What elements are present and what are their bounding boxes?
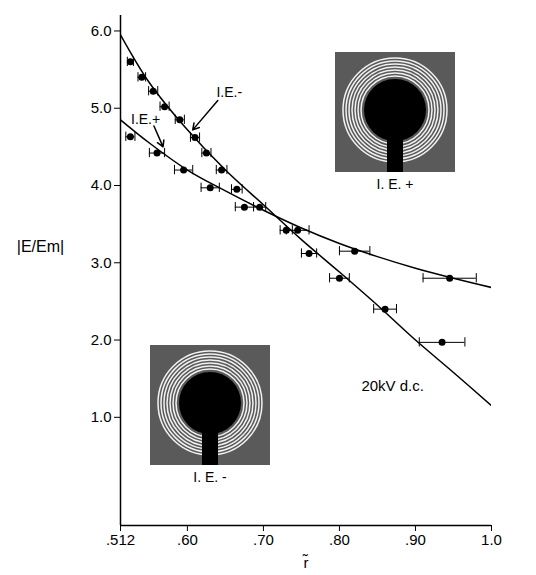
svg-text:|E/Em|: |E/Em|: [17, 238, 64, 255]
svg-text:.80: .80: [329, 531, 350, 548]
html-text:I. E. +: I. E. +: [376, 176, 414, 192]
svg-text:1.0: 1.0: [91, 408, 112, 425]
svg-text:2.0: 2.0: [91, 331, 112, 348]
svg-text:.512: .512: [106, 531, 135, 548]
svg-text:4.0: 4.0: [91, 176, 112, 193]
svg-text:3.0: 3.0: [91, 254, 112, 271]
svg-text:20kV d.c.: 20kV d.c.: [361, 377, 424, 394]
svg-text:.90: .90: [405, 531, 426, 548]
svg-text:I.E.-: I.E.-: [216, 84, 242, 100]
svg-text:r̃: r̃: [302, 554, 309, 571]
svg-text:6.0: 6.0: [91, 22, 112, 39]
svg-text:I.E.+: I.E.+: [131, 111, 160, 127]
svg-text:1.0: 1.0: [481, 531, 502, 548]
svg-text:5.0: 5.0: [91, 99, 112, 116]
svg-text:.60: .60: [177, 531, 198, 548]
html-text:I. E. -: I. E. -: [193, 469, 227, 485]
svg-text:.70: .70: [253, 531, 274, 548]
